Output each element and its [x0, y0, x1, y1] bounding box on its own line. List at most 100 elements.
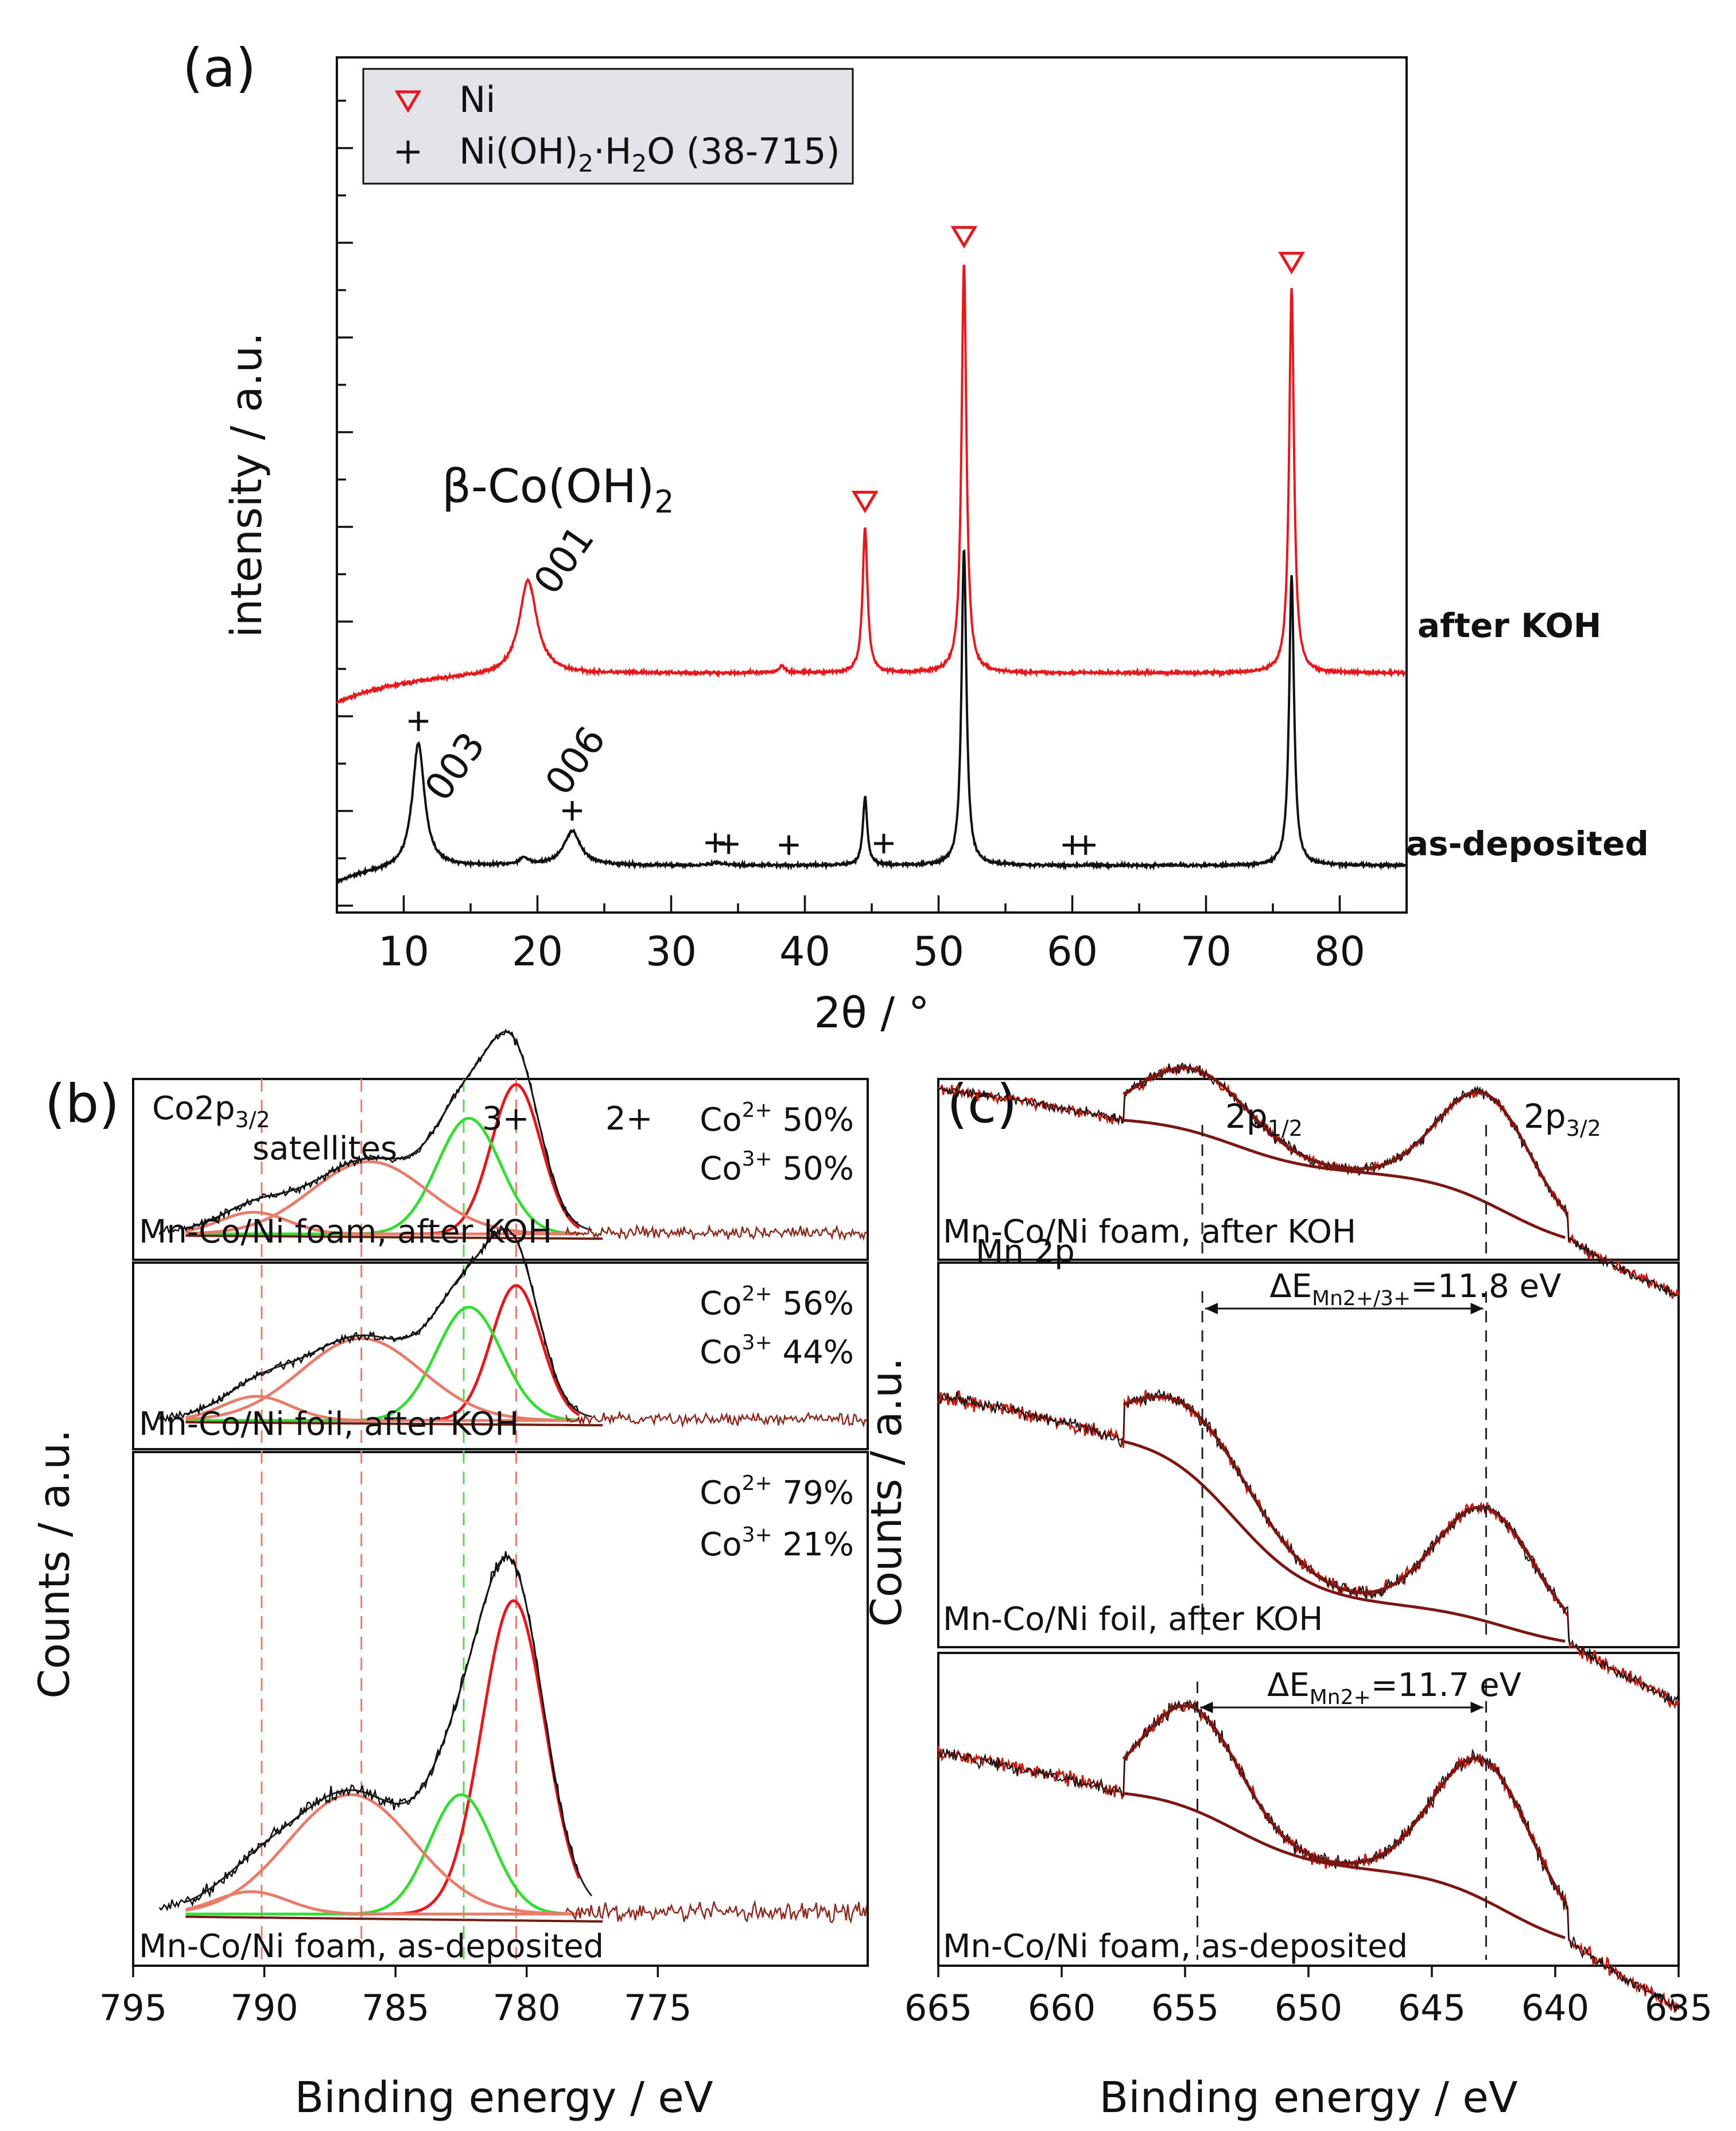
panel-b-curves — [158, 1028, 868, 1924]
panel-a-x-ticks: 10 20 30 40 50 60 70 80 — [336, 895, 1408, 975]
panel-b-subpanel-frames — [132, 1078, 869, 1967]
panel-a-x-tick-label: 20 — [512, 928, 563, 975]
co-background-line — [185, 1235, 603, 1240]
niohh2o-peak-markers — [409, 711, 1096, 855]
co-component-peak — [185, 1599, 581, 1916]
panel-b-subpanel-texts: Mn-Co/Ni foam, after KOH Co2+ 50% Co3+ 50%… — [139, 1099, 854, 1965]
co-envelope-fit — [185, 1228, 592, 1418]
co-component-peak — [185, 1116, 580, 1236]
co-component-peak — [185, 1337, 580, 1422]
panel-b-3plus-label: 3+ — [482, 1100, 530, 1138]
panel-a-y-ticks — [337, 99, 353, 907]
co3-percent-label: Co3+ 21% — [700, 1523, 854, 1563]
mn-raw-data-red — [937, 1389, 1680, 1710]
co-component-peak — [185, 1284, 580, 1422]
panel-a-x-tick-label: 10 — [378, 928, 429, 975]
legend-box — [362, 68, 854, 185]
legend-ni-label: Ni — [459, 79, 496, 121]
series-after-koh-line — [336, 264, 1407, 704]
panel-c-subpanel-texts: Mn-Co/Ni foam, after KOH Mn-Co/Ni foil, a… — [943, 1213, 1561, 1965]
co-component-peak — [185, 1793, 580, 1916]
panel-b-x-tick-label: 780 — [493, 1987, 561, 2029]
co-raw-data — [158, 1028, 578, 1235]
panel-b-subpanel-frame — [132, 1451, 869, 1967]
panel-a-x-tick-label: 80 — [1314, 928, 1365, 975]
ni-triangle-icon — [1278, 251, 1306, 275]
ni-peak-markers — [851, 226, 1306, 514]
panel-c-subpanel-label: Mn-Co/Ni foam, after KOH — [943, 1213, 1356, 1251]
mn-fit-line — [1123, 1395, 1567, 1611]
arrow-head-left-icon — [1200, 1702, 1213, 1713]
panel-b-x-axis-title: Binding energy / eV — [294, 2073, 713, 2122]
plus-marker-icon — [409, 711, 429, 731]
panel-a-x-tick-label: 40 — [779, 928, 830, 975]
co-component-peak — [185, 1395, 580, 1422]
plus-marker-icon — [719, 834, 739, 854]
panel-c-subpanel-label: Mn-Co/Ni foil, after KOH — [943, 1601, 1323, 1638]
panel-c-subpanel-frame — [937, 1261, 1680, 1648]
miller-001-label: 001 — [525, 518, 603, 602]
co-component-peak — [185, 1210, 580, 1236]
co-raw-tail — [565, 1899, 868, 1924]
ni-triangle-icon — [950, 226, 978, 249]
co-raw-data — [158, 1224, 579, 1423]
co-raw-tail — [565, 1410, 867, 1429]
panel-b-reference-lines — [261, 1079, 517, 1966]
co2-percent-label: Co2+ 79% — [700, 1472, 854, 1512]
plus-marker-icon — [1075, 835, 1096, 855]
panel-c-x-tick-label: 650 — [1275, 1987, 1342, 2029]
legend-ni-triangle-icon — [394, 90, 422, 113]
panel-a-x-tick-label: 60 — [1047, 928, 1098, 975]
beta-coohh2-label: β-Co(OH)2 — [442, 460, 674, 520]
panel-b-subpanel-frame — [132, 1078, 869, 1261]
panel-c-subpanel-label: Mn-Co/Ni foam, as-deposited — [943, 1928, 1408, 1965]
panel-c-subpanel-frame — [937, 1078, 1680, 1261]
panel-c-mn2p-label: Mn 2p — [976, 1233, 1075, 1271]
arrow-head-left-icon — [1205, 1303, 1218, 1314]
delta-e-label: ΔEMn2+=11.7 eV — [1267, 1667, 1521, 1709]
panel-c-x-tick-label: 655 — [1151, 1987, 1219, 2029]
panel-b-y-axis-title: Counts / a.u. — [30, 1429, 79, 1699]
panel-c-2p32-label: 2p3/2 — [1524, 1097, 1601, 1141]
mn-background-line — [1123, 1792, 1566, 1939]
co3-percent-label: Co3+ 44% — [700, 1331, 854, 1371]
series-label-after-koh: after KOH — [1417, 606, 1601, 645]
plus-marker-icon — [562, 801, 582, 821]
co-component-peak — [185, 1793, 580, 1916]
panel-b-2plus-label: 2+ — [605, 1100, 653, 1138]
mn-background-line — [1123, 1119, 1566, 1239]
panel-b-subpanel-label: Mn-Co/Ni foam, as-deposited — [139, 1928, 604, 1965]
panel-c-mn2p-xps: (c) Binding energy / eV Counts / a.u. 66… — [862, 1062, 1712, 2122]
panel-b-x-tick-label: 775 — [624, 1987, 692, 2029]
panel-b-subpanel-frame — [132, 1261, 869, 1450]
panel-c-x-tick-label: 660 — [1028, 1987, 1096, 2029]
panel-c-x-axis-title: Binding energy / eV — [1099, 2073, 1518, 2122]
panel-a-y-axis-title: intensity / a.u. — [222, 332, 271, 638]
co-background-line — [185, 1421, 603, 1427]
panel-c-label: (c) — [947, 1073, 1017, 1135]
co-background-line — [185, 1915, 603, 1923]
panel-a-x-tick-label: 70 — [1180, 928, 1232, 975]
arrow-head-right-icon — [1470, 1303, 1483, 1314]
co-component-peak — [185, 1890, 580, 1916]
mn-raw-data — [938, 1388, 1679, 1705]
plus-marker-icon — [873, 833, 894, 853]
panel-b-label: (b) — [45, 1073, 119, 1135]
panel-c-x-tick-label: 645 — [1398, 1987, 1466, 2029]
ni-triangle-icon — [851, 491, 879, 514]
panel-c-x-tick-label: 640 — [1521, 1987, 1589, 2029]
panel-b-subpanel-label: Mn-Co/Ni foam, after KOH — [139, 1213, 552, 1251]
panel-c-x-tick-label: 635 — [1645, 1987, 1712, 2029]
panel-c-y-axis-title: Counts / a.u. — [862, 1357, 911, 1627]
arrow-head-right-icon — [1470, 1702, 1483, 1713]
panel-b-co2p-xps: (b) Binding energy / eV Counts / a.u. 79… — [30, 1028, 869, 2122]
co3-percent-label: Co3+ 50% — [700, 1147, 854, 1187]
co-component-peak — [185, 1160, 580, 1236]
panel-b-title-co2p: Co2p3/2 — [152, 1090, 270, 1132]
series-label-as-deposited: as-deposited — [1406, 824, 1649, 863]
co2-percent-label: Co2+ 56% — [700, 1282, 854, 1322]
series-as-deposited-line — [336, 549, 1407, 884]
panel-a-legend: Ni Ni(OH)2·H2O (38-715) — [362, 68, 854, 185]
co-raw-tail — [565, 1224, 867, 1241]
panel-a-xrd: (a) 10 20 30 40 50 60 70 80 2θ / ° intensity / … — [182, 37, 1649, 1038]
